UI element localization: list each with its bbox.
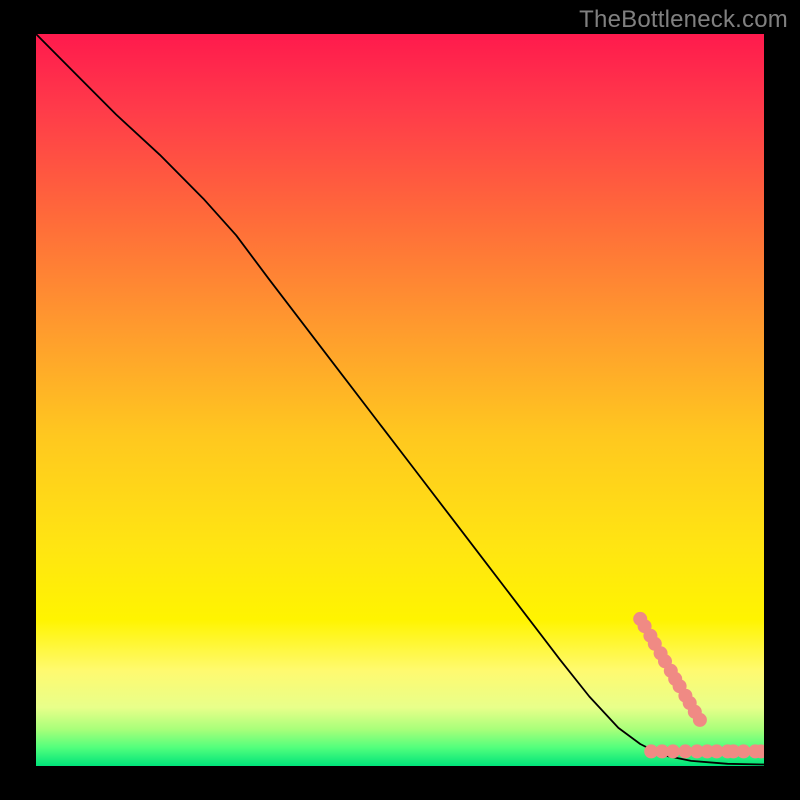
chart-stage: TheBottleneck.com bbox=[0, 0, 800, 800]
data-marker bbox=[693, 713, 707, 727]
plot-area bbox=[36, 34, 764, 766]
chart-overlay bbox=[36, 34, 764, 766]
watermark-text: TheBottleneck.com bbox=[579, 6, 788, 34]
data-marker bbox=[666, 744, 680, 758]
marker-group bbox=[633, 612, 764, 759]
